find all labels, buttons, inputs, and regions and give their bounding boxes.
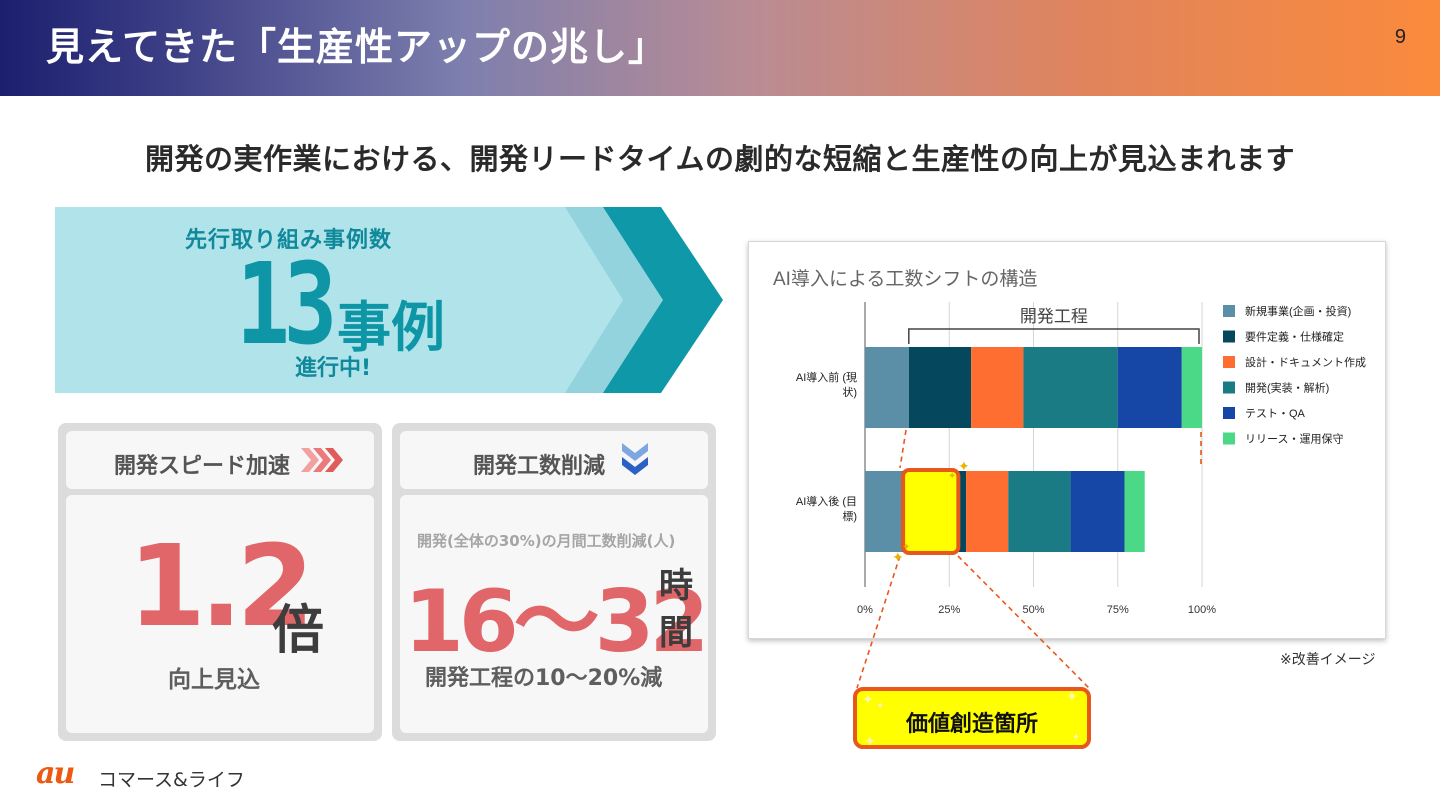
legend-swatch bbox=[1223, 407, 1235, 419]
bar-segment bbox=[908, 347, 972, 428]
x-tick-label: 25% bbox=[938, 604, 960, 616]
y-category-label: AI導入前 (現 bbox=[796, 370, 857, 384]
page-title: 見えてきた「生産性アップの兆し」 bbox=[46, 25, 667, 69]
chart-title: AI導入による工数シフトの構造 bbox=[773, 268, 1037, 290]
sparkle-icon: ✦ bbox=[864, 734, 876, 750]
legend-label: リリース・運用保守 bbox=[1245, 432, 1343, 446]
legend-label: 開発(実装・解析) bbox=[1245, 381, 1329, 395]
legend-label: テスト・QA bbox=[1245, 408, 1306, 420]
sparkle-icon: ✦ bbox=[862, 692, 874, 708]
speed-value: 1.2 bbox=[128, 522, 314, 652]
bar-segment bbox=[1023, 347, 1118, 428]
effort-unit-1: 時 bbox=[659, 566, 693, 606]
case-count-banner bbox=[55, 207, 725, 393]
legend-label: 要件定義・仕様確定 bbox=[1245, 330, 1344, 344]
value-creation-callout: 価値創造箇所 bbox=[853, 687, 1091, 749]
improvement-note: ※改善イメージ bbox=[1280, 652, 1376, 668]
legend-swatch bbox=[1223, 305, 1235, 317]
double-chevron-down-icon bbox=[622, 443, 648, 475]
subtitle: 開発の実作業における、開発リードタイムの劇的な短縮と生産性の向上が見込まれます bbox=[145, 142, 1295, 176]
bar-segment bbox=[966, 471, 1009, 552]
y-category-label-cont: 状) bbox=[842, 385, 857, 399]
effort-note: 開発工程の10〜20%減 bbox=[425, 666, 663, 691]
effort-unit-2: 間 bbox=[659, 613, 693, 653]
chart-card: AI導入による工数シフトの構造 開発工程 AI導入前 (現 状) AI導入後 (目標… bbox=[748, 241, 1386, 639]
y-category-label: AI導入後 (目 bbox=[796, 494, 857, 508]
sparkle-icon: ✦ bbox=[876, 701, 885, 712]
legend-swatch bbox=[1223, 330, 1235, 343]
callout-label: 価値創造箇所 bbox=[905, 712, 1038, 737]
bracket-label: 開発工程 bbox=[1020, 307, 1088, 326]
banner-arrow-shape bbox=[55, 207, 723, 393]
sparkle-icon: ✦ bbox=[902, 542, 911, 553]
legend-swatch bbox=[1223, 432, 1235, 445]
speed-card-header bbox=[66, 431, 374, 489]
sparkle-icon: ✦ bbox=[958, 459, 970, 475]
bar-segment bbox=[1124, 471, 1145, 552]
bar-segment bbox=[865, 471, 903, 552]
speed-unit: 倍 bbox=[272, 601, 325, 661]
x-tick-label: 50% bbox=[1022, 604, 1044, 616]
legend-label: 設計・ドキュメント作成 bbox=[1245, 355, 1366, 369]
bar-segment bbox=[1070, 471, 1125, 552]
x-tick-label: 100% bbox=[1188, 604, 1216, 616]
stacked-bar-chart: AI導入による工数シフトの構造 開発工程 AI導入前 (現状) AI導入後 (目標… bbox=[773, 268, 1366, 616]
bar-segment bbox=[865, 347, 909, 428]
sparkle-icon: ✦ bbox=[1072, 732, 1081, 743]
logo-text: コマース&ライフ bbox=[98, 769, 245, 791]
banner-unit: 事例 bbox=[337, 296, 445, 359]
speed-card-label: 開発スピード加速 bbox=[114, 454, 291, 479]
effort-value: 16〜32 bbox=[404, 572, 709, 672]
bar-segment bbox=[1008, 471, 1071, 552]
legend-swatch bbox=[1223, 356, 1235, 368]
banner-status: 進行中! bbox=[295, 356, 372, 381]
logo-mark: au bbox=[36, 756, 75, 791]
effort-card-label: 開発工数削減 bbox=[473, 454, 606, 479]
bar-segment bbox=[1117, 347, 1182, 428]
sparkle-icon: ✦ bbox=[948, 471, 957, 482]
effort-card-body bbox=[400, 495, 708, 733]
fast-forward-icon bbox=[301, 448, 343, 472]
y-category-label-cont: 標) bbox=[842, 509, 857, 523]
bar-segment bbox=[1181, 347, 1202, 428]
speed-note: 向上見込 bbox=[168, 667, 260, 693]
page-number: 9 bbox=[1394, 26, 1406, 48]
speed-card-body bbox=[66, 495, 374, 733]
x-tick-label: 0% bbox=[857, 604, 873, 616]
banner-number: 13 bbox=[236, 240, 337, 370]
sparkle-icon: ✦ bbox=[1066, 689, 1078, 705]
header-band: 見えてきた「生産性アップの兆し」 9 bbox=[0, 0, 1440, 96]
bar-segment bbox=[971, 347, 1024, 428]
bracket-line bbox=[908, 328, 1200, 344]
x-tick-label: 75% bbox=[1107, 604, 1129, 616]
highlight-segment bbox=[901, 468, 961, 555]
legend-swatch bbox=[1223, 381, 1235, 394]
effort-card-header bbox=[400, 431, 708, 489]
sparkle-icon: ✦ bbox=[892, 550, 904, 566]
banner-caption: 先行取り組み事例数 bbox=[185, 228, 393, 253]
legend-label: 新規事業(企画・投資) bbox=[1245, 304, 1351, 318]
effort-caption: 開発(全体の30%)の月間工数削減(人) bbox=[417, 532, 676, 550]
